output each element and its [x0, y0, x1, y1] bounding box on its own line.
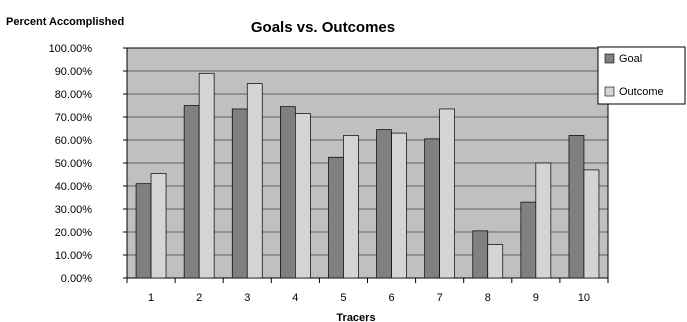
- legend-label-outcome: Outcome: [619, 86, 664, 98]
- bar-goal-6: [376, 129, 392, 279]
- bar-outcome-3: [246, 83, 263, 279]
- bar-goal-9: [520, 201, 537, 279]
- x-tick-label: 1: [148, 292, 154, 304]
- y-tick-label: 0.00%: [61, 273, 92, 285]
- bar-outcome-9: [535, 162, 552, 279]
- x-tick-label: 2: [196, 292, 202, 304]
- y-tick-label: 40.00%: [55, 181, 93, 193]
- x-tick-label: 7: [437, 292, 443, 304]
- bar-goal-2: [183, 105, 200, 279]
- x-ticks: 1 2 3 4 5 6 7 8 9 10: [126, 278, 609, 304]
- y-tick-label: 80.00%: [55, 89, 93, 101]
- y-tick-label: 100.00%: [49, 43, 93, 55]
- bar-goal-8: [472, 230, 489, 279]
- legend-label-goal: Goal: [619, 53, 642, 65]
- bar-goal-10: [568, 135, 585, 279]
- bar-goal-5: [328, 156, 344, 279]
- bars: [135, 72, 600, 279]
- bar-outcome-1: [150, 173, 167, 279]
- x-tick-label: 6: [388, 292, 394, 304]
- legend-swatch-outcome: [604, 86, 615, 97]
- x-axis-label: Tracers: [336, 312, 375, 322]
- bar-outcome-6: [391, 132, 407, 279]
- y-ticks: 0.00% 10.00% 20.00% 30.00% 40.00% 50.00% 60.00…: [49, 43, 127, 285]
- bar-goal-3: [231, 108, 248, 279]
- bar-goal-7: [424, 138, 440, 279]
- bar-outcome-4: [295, 113, 311, 279]
- y-tick-label: 50.00%: [55, 158, 93, 170]
- x-tick-label: 5: [340, 292, 346, 304]
- x-tick-label: 8: [485, 292, 491, 304]
- bar-outcome-10: [583, 169, 600, 279]
- bar-goal-1: [135, 183, 152, 279]
- y-tick-label: 30.00%: [55, 204, 93, 216]
- legend: Goal Outcome: [597, 46, 686, 105]
- y-tick-label: 90.00%: [55, 66, 93, 78]
- bar-outcome-8: [487, 244, 504, 279]
- bar-outcome-5: [343, 135, 359, 279]
- legend-swatch-goal: [604, 53, 615, 64]
- y-tick-label: 60.00%: [55, 135, 93, 147]
- bar-outcome-7: [439, 108, 455, 279]
- y-axis-label: Percent Accomplished: [6, 16, 124, 28]
- x-tick-label: 9: [533, 292, 539, 304]
- y-tick-label: 10.00%: [55, 250, 93, 262]
- bar-goal-4: [280, 106, 296, 279]
- x-tick-label: 10: [578, 292, 590, 304]
- y-tick-label: 70.00%: [55, 112, 93, 124]
- chart-title: Goals vs. Outcomes: [251, 19, 395, 36]
- x-tick-label: 4: [292, 292, 298, 304]
- x-tick-label: 3: [244, 292, 250, 304]
- y-tick-label: 20.00%: [55, 227, 93, 239]
- bar-outcome-2: [198, 72, 215, 279]
